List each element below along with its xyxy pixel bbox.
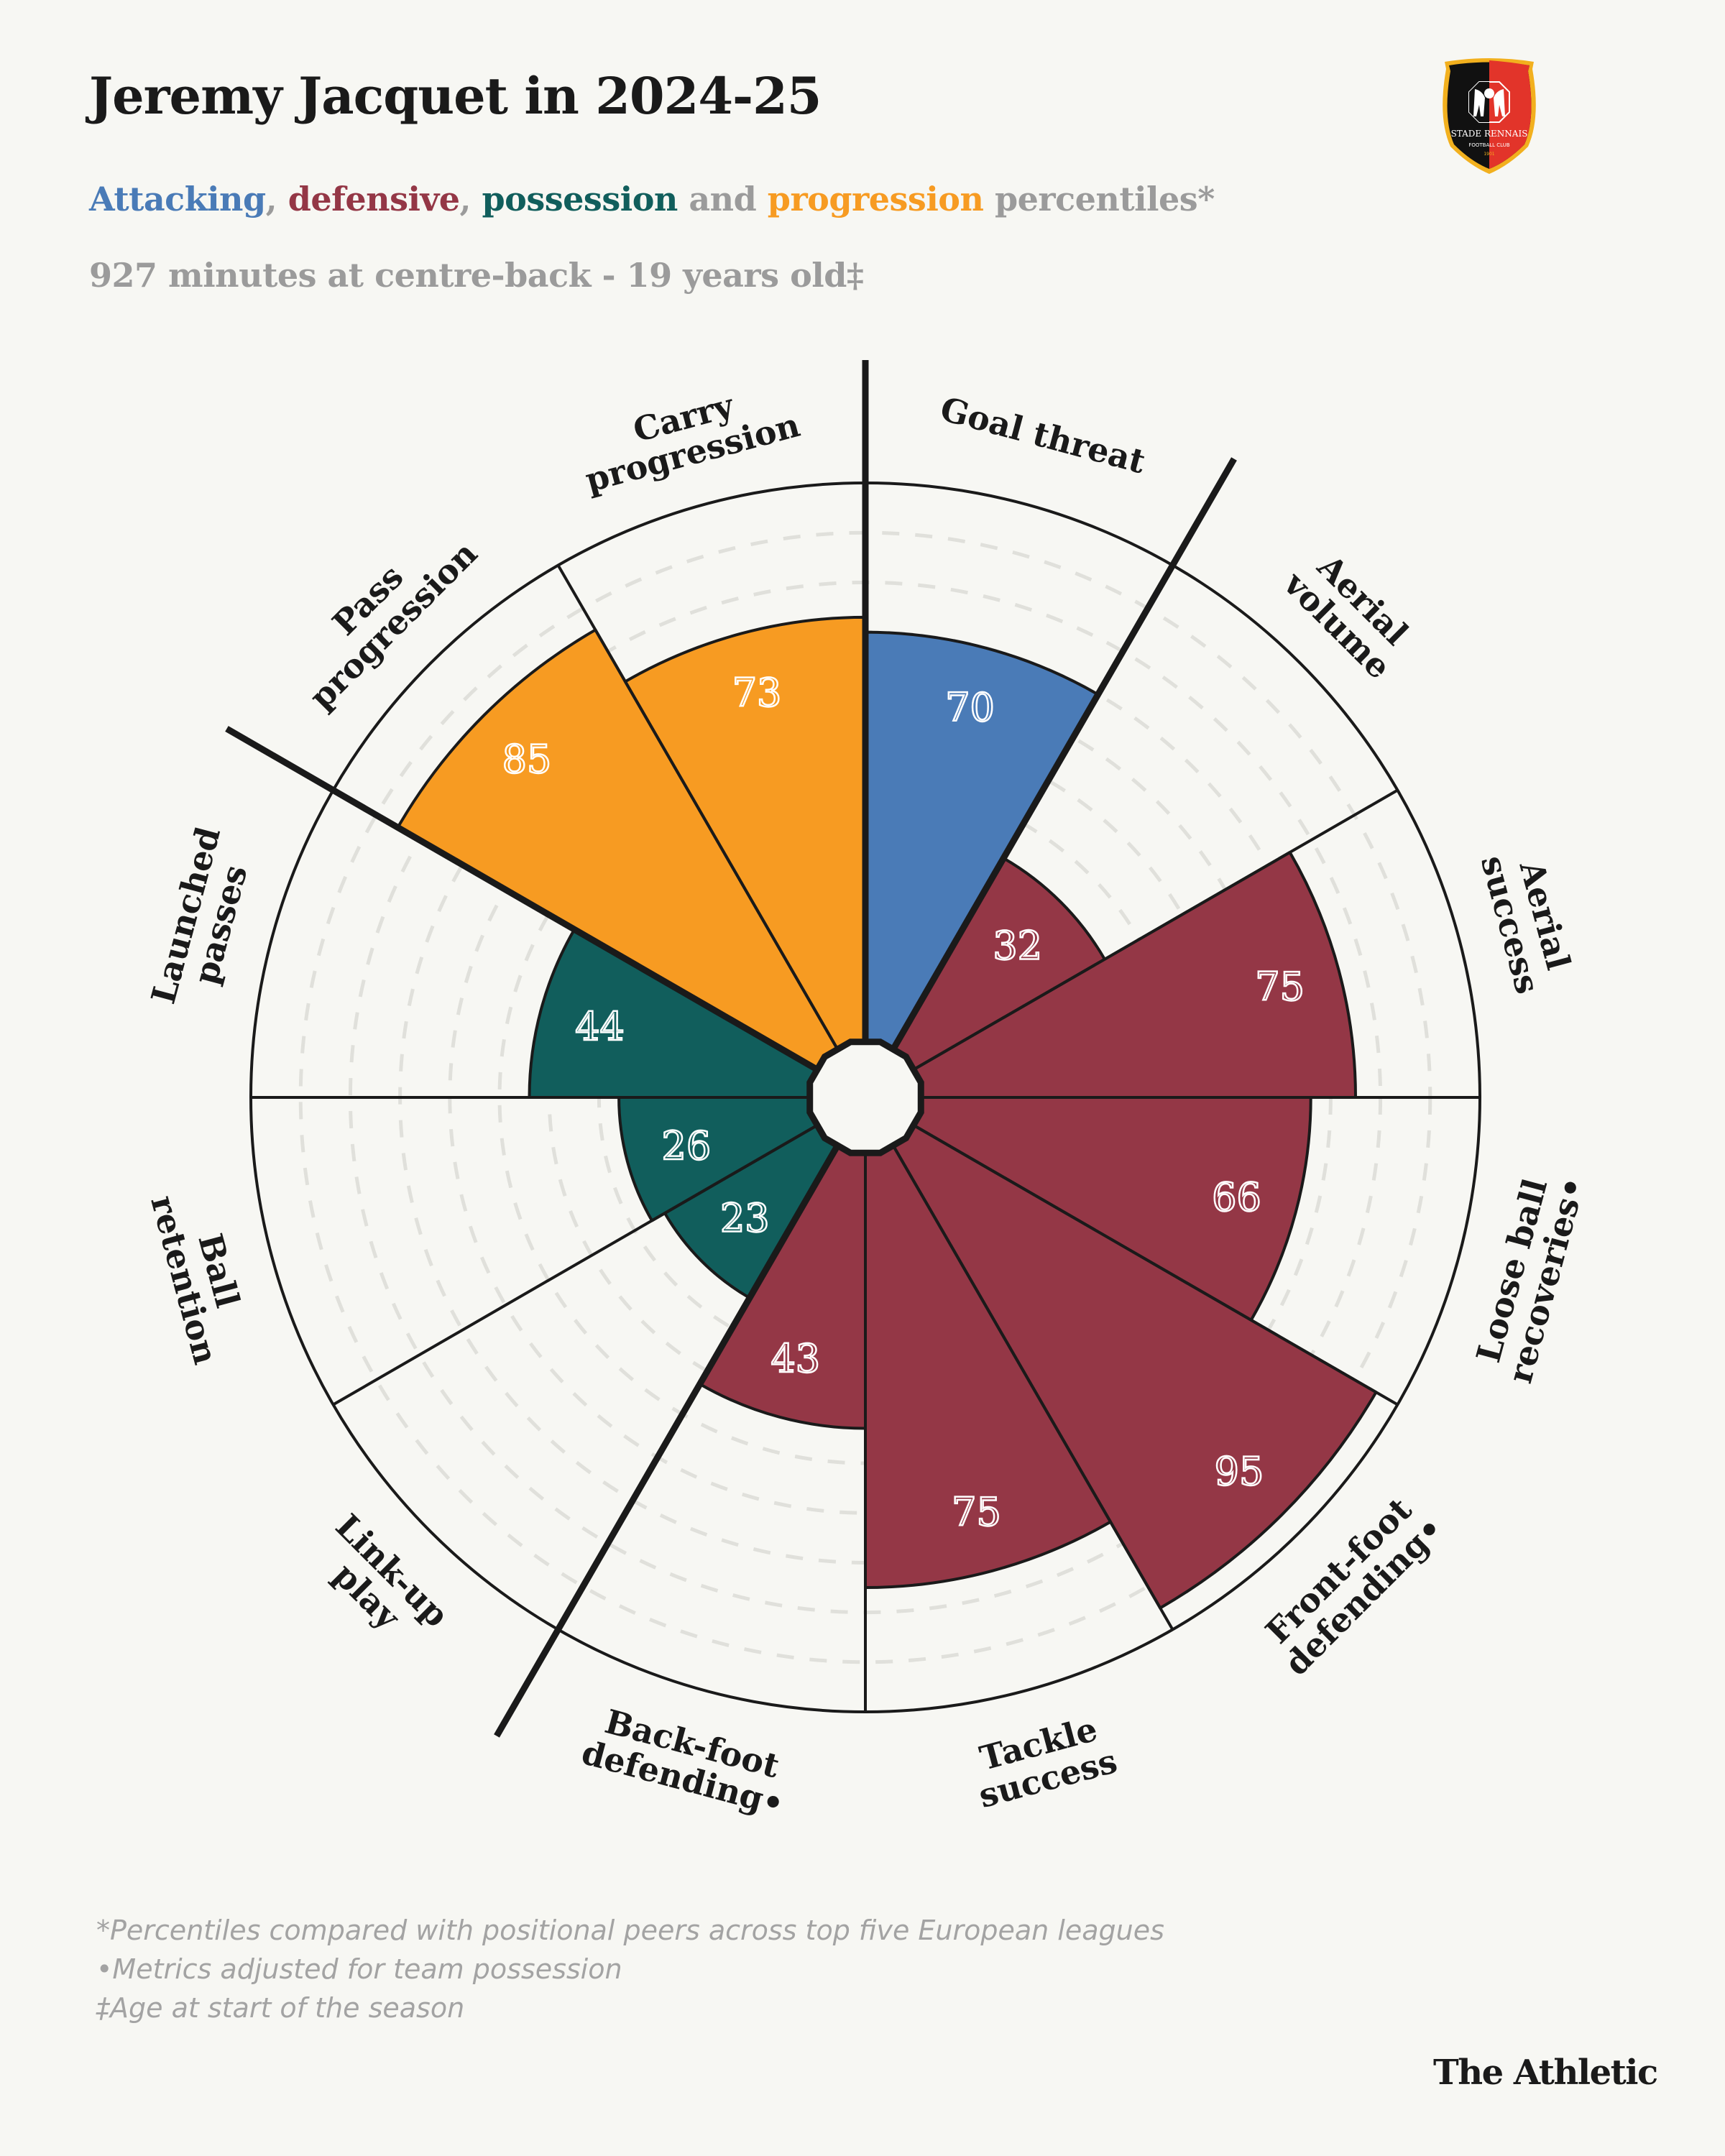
sector-divider: [864, 1096, 1399, 1406]
minutes-line: 927 minutes at centre-back - 19 years ol…: [89, 256, 864, 295]
bar-loose-ball-recoveries-: [864, 1096, 1312, 1322]
bar-pass-progression: [396, 628, 867, 1099]
legend-progression: progression: [767, 180, 984, 218]
value-label: 70: [945, 685, 995, 730]
center-hole: [806, 1038, 924, 1156]
bar-launched-passes: [528, 928, 867, 1099]
group-separator: [862, 457, 1237, 1100]
page-title: Jeremy Jacquet in 2024-25: [89, 66, 822, 126]
value-label: 75: [1255, 964, 1305, 1009]
group-separator: [225, 726, 868, 1100]
value-label: 43: [770, 1336, 820, 1381]
legend-attacking: Attacking: [89, 180, 266, 218]
bar-back-foot-defending-: [698, 1096, 867, 1430]
bar-aerial-volume: [864, 857, 1106, 1099]
bar-link-up-play: [663, 1096, 867, 1299]
logo-text: FOOTBALL CLUB: [1468, 142, 1510, 148]
bar-goal-threat: [864, 630, 1100, 1099]
category-label-group: Goal threat: [937, 390, 1150, 482]
sector-divider: [864, 1096, 1174, 1631]
value-label: 26: [662, 1123, 712, 1169]
legend-defensive: defensive: [288, 180, 460, 218]
value-label: 66: [1212, 1174, 1261, 1220]
legend-possession: possession: [482, 180, 678, 218]
bar-front-foot-defending-: [864, 1096, 1378, 1610]
subtitle-separator: ,: [265, 180, 288, 218]
footnote: *Percentiles compared with positional pe…: [96, 1915, 1164, 1946]
bar-ball-retention: [617, 1096, 867, 1222]
bar-aerial-success: [864, 851, 1357, 1099]
subtitle-separator: ,: [459, 180, 482, 218]
group-separator: [494, 1095, 868, 1738]
brand-logo: The Athletic: [1433, 2053, 1658, 2093]
sector-divider: [556, 564, 867, 1098]
footnote: ‡Age at start of the season: [96, 1992, 465, 2024]
value-label: 95: [1215, 1449, 1264, 1494]
bar-tackle-success: [864, 1096, 1112, 1589]
club-logo: STADE RENNAIS FOOTBALL CLUB 1901: [1443, 58, 1536, 174]
logo-text: STADE RENNAIS: [1451, 129, 1528, 139]
category-label: Goal threat: [937, 390, 1150, 482]
value-label: 73: [732, 671, 782, 716]
footnote: •Metrics adjusted for team possession: [96, 1953, 622, 1985]
value-label: 23: [720, 1196, 770, 1241]
value-label: 75: [952, 1490, 1001, 1535]
value-label: 32: [993, 923, 1042, 968]
sector-divider: [332, 1096, 866, 1406]
subtitle: Attacking, defensive, possession and pro…: [89, 180, 1215, 218]
subtitle-rest: percentiles*: [983, 180, 1215, 218]
value-label: 85: [502, 737, 552, 782]
sector-divider: [864, 788, 1399, 1099]
value-label: 44: [575, 1004, 625, 1049]
subtitle-separator: and: [677, 180, 768, 218]
bar-carry-progression: [623, 615, 867, 1099]
logo-text: 1901: [1484, 152, 1494, 157]
